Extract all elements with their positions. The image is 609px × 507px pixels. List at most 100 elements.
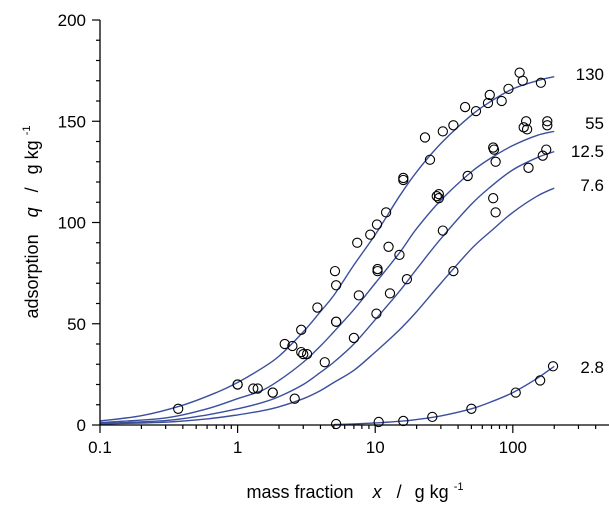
- data-point-12-5-8: [518, 122, 529, 133]
- y-axis-unit: g kg: [22, 140, 42, 174]
- data-point-55-12: [521, 116, 532, 127]
- data-point-55-13: [521, 124, 533, 135]
- data-point-55-5: [372, 263, 383, 275]
- series-label-55: 55: [585, 114, 604, 133]
- data-point-55-15: [542, 120, 553, 131]
- y-axis-unit-sup: -1: [21, 126, 33, 136]
- data-point-2-8-6: [535, 375, 546, 386]
- data-point-55-9: [433, 193, 444, 204]
- series-label-130: 130: [576, 65, 604, 84]
- data-point-55-2: [301, 348, 313, 360]
- data-point-130-16: [424, 154, 436, 165]
- data-point-130-27: [535, 77, 547, 88]
- fit-curve-12-5: [99, 150, 555, 425]
- fit-curve-130: [99, 76, 555, 422]
- data-point-130-17: [437, 126, 448, 137]
- fit-curve-2-8: [333, 365, 555, 426]
- data-point-7-6-12: [537, 150, 548, 161]
- x-tick-label-2: 10: [366, 438, 385, 457]
- curves-layer: [99, 76, 555, 426]
- data-point-130-24: [503, 83, 514, 94]
- x-axis-title-text: mass fraction: [247, 482, 354, 502]
- ticks-layer: 0.1 1 10 100 0 50 100 150 200: [58, 11, 597, 457]
- x-axis-unit-sup: -1: [454, 481, 464, 493]
- data-point-130-10: [352, 237, 363, 248]
- data-point-7-6-10: [490, 207, 501, 218]
- data-point-130-2: [252, 383, 263, 394]
- data-point-7-6-5: [384, 288, 396, 299]
- data-point-130-5: [287, 340, 298, 352]
- data-point-12-5-5: [431, 191, 442, 202]
- x-tick-label-3: 100: [499, 438, 527, 457]
- y-axis-symbol: q: [22, 207, 42, 217]
- x-tick-label-1: 1: [233, 438, 242, 457]
- data-point-130-21: [482, 97, 494, 109]
- data-point-2-8-3: [427, 411, 438, 423]
- x-axis-slash: /: [397, 482, 402, 502]
- data-point-130-20: [470, 105, 482, 117]
- data-point-12-5-9: [541, 144, 552, 155]
- data-point-7-6-7: [437, 225, 448, 236]
- data-point-130-23: [496, 95, 507, 107]
- y-tick-label-4: 200: [58, 11, 86, 30]
- y-tick-label-1: 50: [67, 315, 86, 334]
- data-point-130-7: [312, 302, 323, 313]
- data-point-130-12: [371, 219, 383, 230]
- fit-curve-7-6: [99, 187, 555, 425]
- x-tick-label-0: 0.1: [88, 438, 112, 457]
- series-label-7-6: 7.6: [580, 176, 604, 195]
- data-point-7-6-8: [448, 265, 459, 277]
- data-point-130-4: [279, 338, 290, 350]
- data-point-7-6-2: [319, 357, 330, 368]
- data-point-12-5-1: [298, 348, 309, 360]
- data-point-2-8-0: [330, 418, 342, 430]
- data-point-130-8: [329, 265, 341, 277]
- data-point-130-11: [365, 229, 376, 240]
- data-point-2-8-1: [373, 416, 384, 428]
- data-point-12-5-3: [372, 265, 383, 277]
- series-label-12-5: 12.5: [571, 142, 604, 161]
- points-layer: [173, 67, 559, 430]
- x-axis-symbol: x: [372, 482, 383, 502]
- data-point-12-5-6: [462, 170, 473, 182]
- x-axis-unit: g kg: [415, 482, 449, 502]
- fit-curve-55: [99, 130, 555, 424]
- data-point-7-6-0: [267, 387, 278, 398]
- data-point-2-8-7: [547, 361, 559, 372]
- labels-layer: 130 55 12.5 7.6 2.8: [571, 65, 604, 377]
- y-axis-title-text: adsorption: [22, 234, 42, 318]
- data-point-55-7: [398, 172, 409, 184]
- data-point-7-6-11: [523, 162, 534, 173]
- data-point-7-6-9: [488, 193, 499, 204]
- y-tick-label-0: 0: [77, 416, 86, 435]
- data-point-130-0: [173, 403, 184, 414]
- data-point-130-14: [398, 174, 409, 186]
- y-axis-title: adsorption q / g kg -1: [21, 126, 42, 319]
- data-point-130-22: [484, 89, 495, 101]
- series-label-2-8: 2.8: [580, 358, 604, 377]
- data-point-55-0: [232, 379, 243, 390]
- data-point-130-13: [380, 207, 392, 218]
- data-point-12-5-4: [394, 249, 405, 261]
- data-point-12-5-7: [488, 142, 499, 153]
- data-point-130-26: [517, 75, 528, 86]
- data-point-2-8-4: [466, 403, 477, 414]
- data-point-12-5-0: [248, 383, 259, 394]
- data-point-130-9: [330, 280, 342, 291]
- y-tick-label-3: 150: [58, 112, 86, 131]
- data-point-130-19: [459, 101, 471, 113]
- data-point-7-6-3: [348, 332, 360, 344]
- y-axis-slash: /: [22, 187, 42, 192]
- data-point-55-11: [490, 156, 501, 167]
- data-point-55-4: [353, 290, 364, 301]
- data-point-55-1: [296, 346, 307, 358]
- data-point-55-6: [383, 241, 394, 252]
- data-point-2-8-5: [510, 387, 521, 398]
- data-point-55-8: [433, 188, 444, 200]
- data-point-7-6-4: [371, 308, 382, 319]
- data-point-7-6-1: [289, 393, 300, 404]
- data-point-7-6-6: [401, 274, 413, 285]
- data-point-130-18: [448, 120, 459, 131]
- data-point-12-5-2: [330, 316, 342, 327]
